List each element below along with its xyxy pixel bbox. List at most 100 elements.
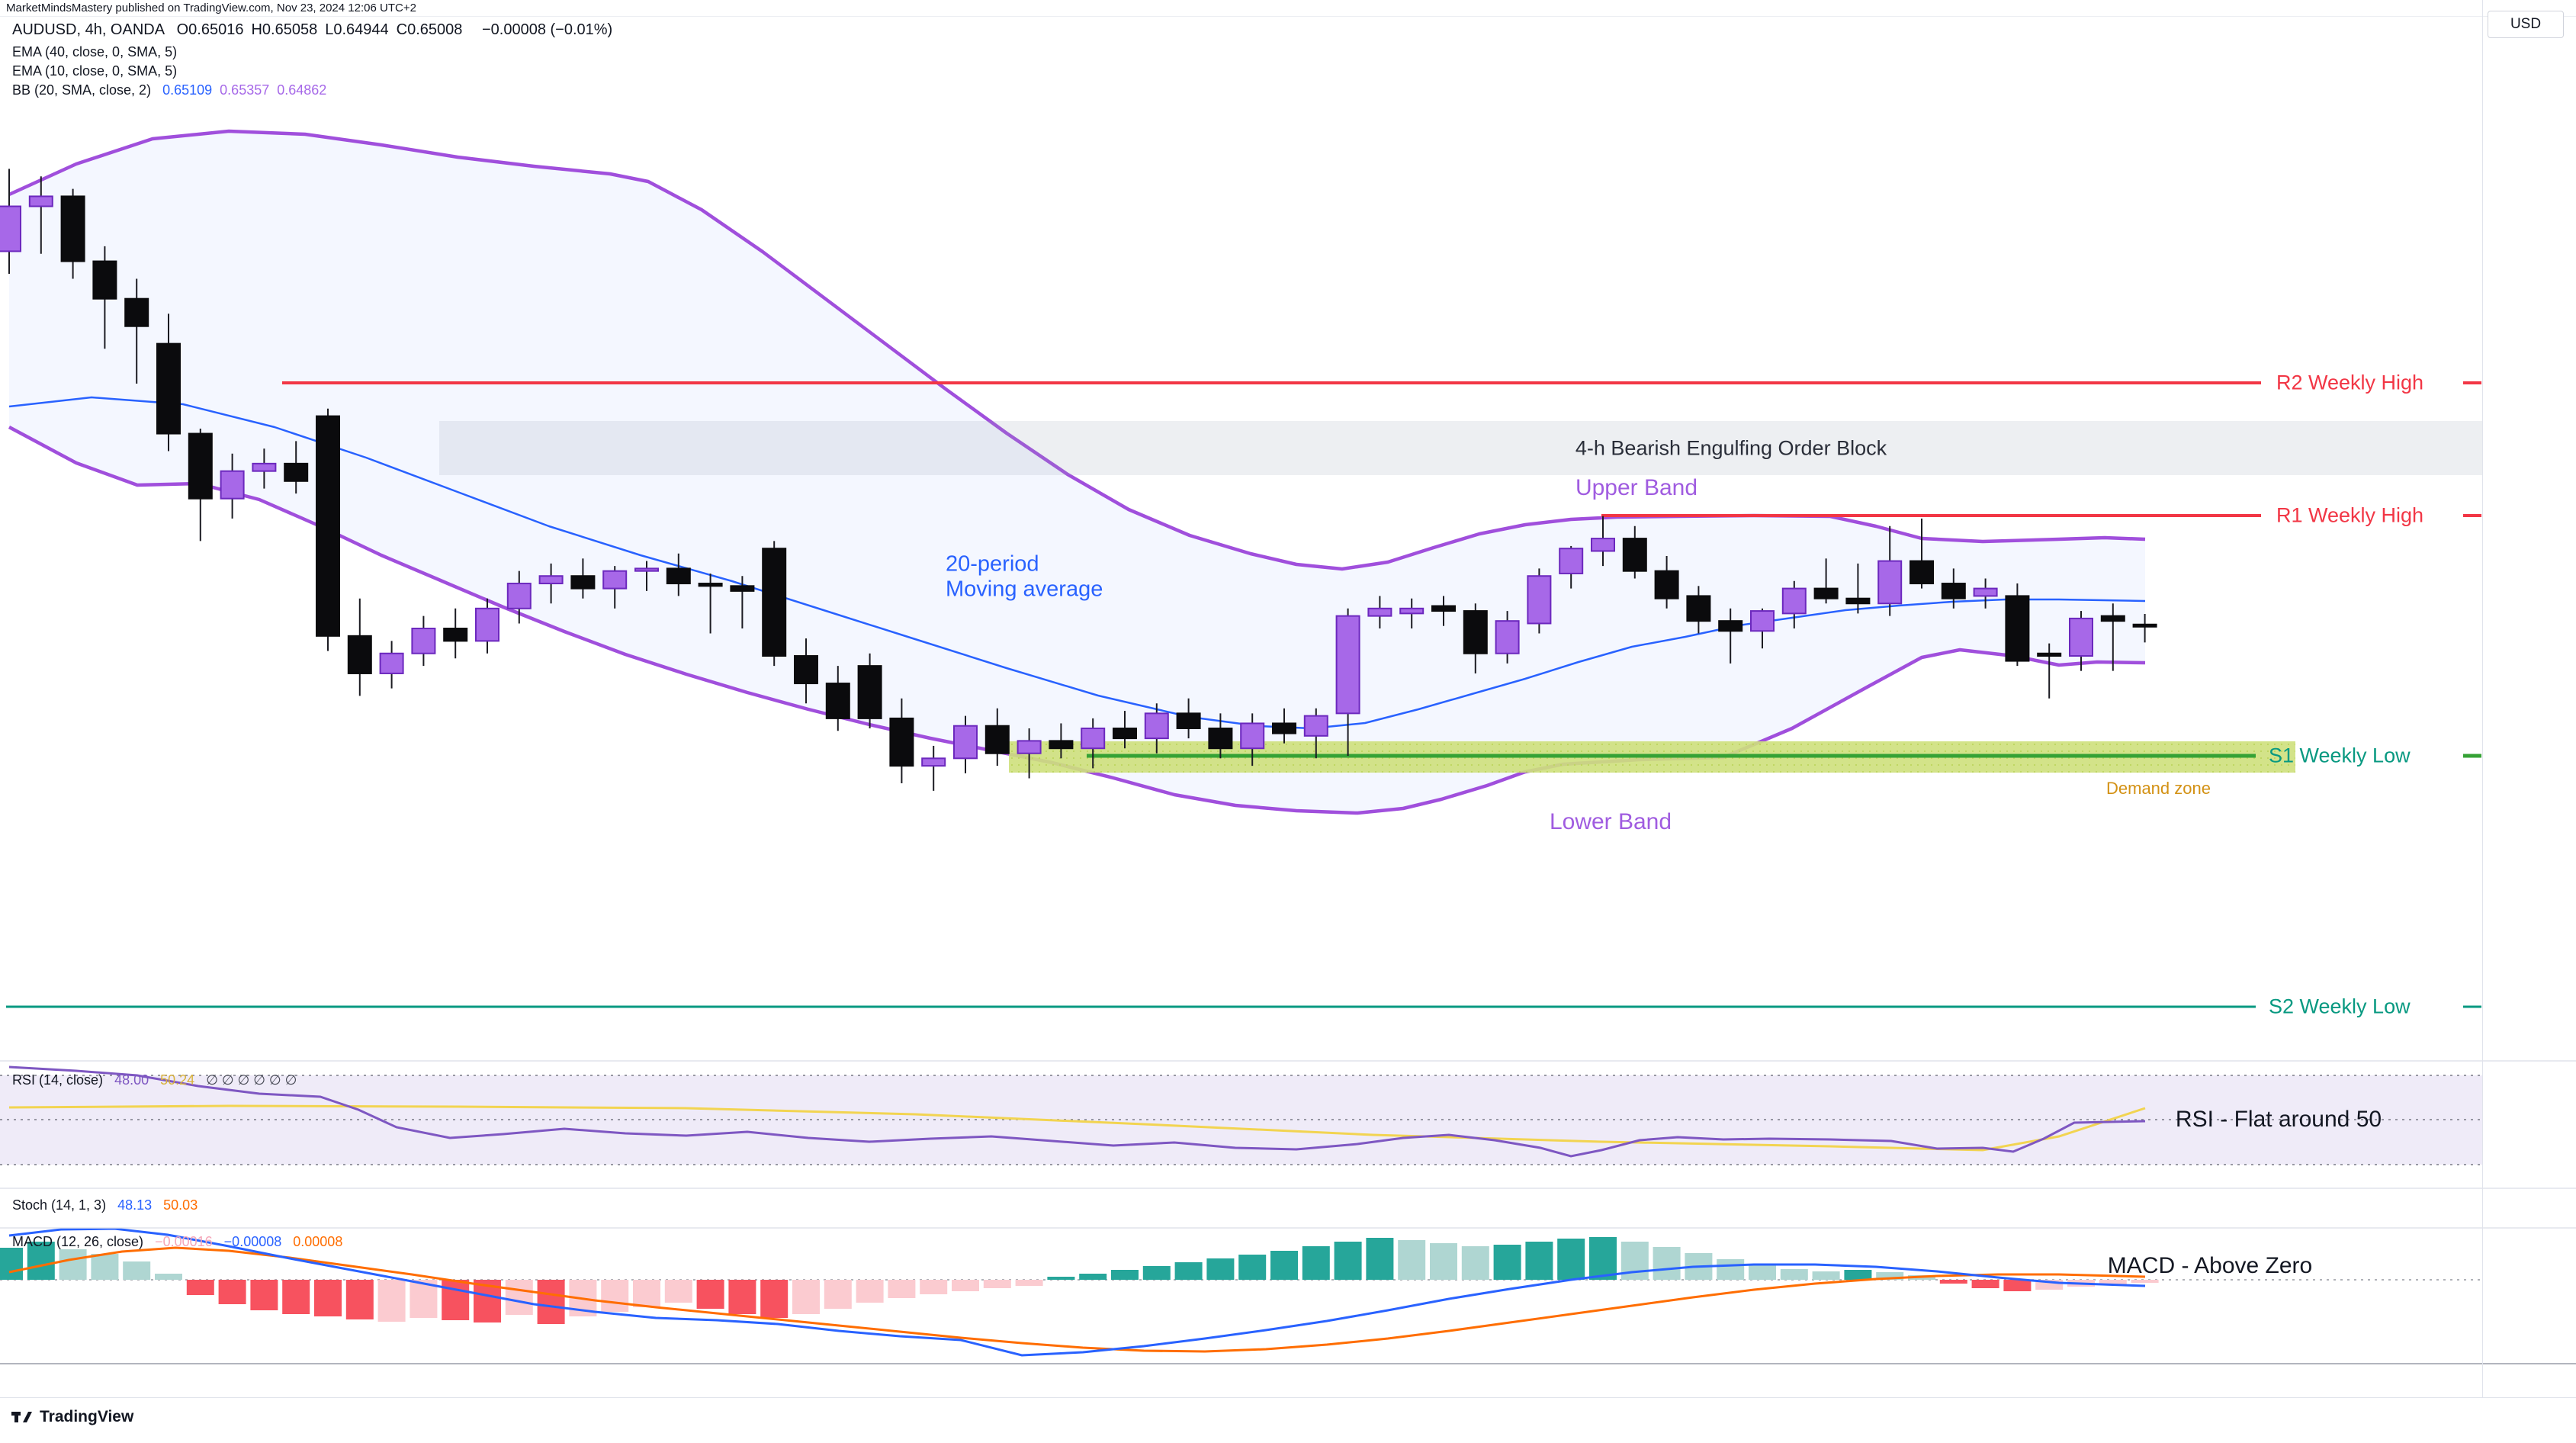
candles [0,169,2157,791]
macd-bar [1174,1262,1203,1280]
macd-bar [983,1280,1011,1288]
ohlc-H: H0.65058 [251,21,318,38]
currency-button[interactable]: USD [2488,11,2564,38]
macd-bar [1270,1251,1298,1280]
macd-bar [2131,1280,2159,1283]
candle-body [2069,617,2093,657]
tradingview-logo[interactable]: TradingView [11,1408,133,1426]
candle-body [1622,538,1647,572]
stoch-legend[interactable]: Stoch (14, 1, 3) 48.13 50.03 [12,1197,205,1213]
price-axis[interactable]: 0.672000.670000.668000.666000.664000.662… [2483,0,2576,1397]
candle-body [825,683,850,719]
macd-bar [1302,1246,1330,1280]
candle-body [1559,548,1584,574]
macd-bar [1939,1280,1967,1284]
published-text: MarketMindsMastery published on TradingV… [6,2,416,14]
rsi-ma-line [8,1104,2146,1152]
candle-body [1335,615,1360,715]
ema10-legend[interactable]: EMA (10, close, 0, SMA, 5) [12,63,185,79]
macd-bar [27,1242,55,1280]
stoch-label: Stoch (14, 1, 3) [12,1197,107,1213]
bb-value-0: 0.65109 [162,82,213,98]
macd-bar [1142,1266,1171,1280]
candle-body [220,470,245,500]
macd-bar [1749,1265,1776,1280]
candle-body [2100,615,2125,622]
bb-legend[interactable]: BB (20, SMA, close, 2) 0.65109 0.65357 0.6… [12,82,342,98]
r2-label: R2 Weekly High [2276,371,2424,394]
time-axis[interactable]: 8111213141518192021222526 [0,1364,2482,1397]
candle-body [1272,722,1296,734]
candle-body [0,205,21,252]
tradingview-wordmark: TradingView [40,1408,134,1425]
candle-body [475,607,499,642]
macd-bar [633,1280,660,1307]
macd-bar [1653,1247,1681,1280]
ema10-label: EMA (10, close, 0, SMA, 5) [12,63,178,79]
macd-histogram [0,1237,2159,1324]
candle-body [1208,728,1233,750]
candle-body [730,585,755,592]
macd-legend[interactable]: MACD (12, 26, close) −0.00016 −0.00008 0… [12,1234,350,1250]
macd-label: MACD (12, 26, close) [12,1234,144,1249]
macd-bar [1971,1280,1999,1288]
change-value: −0.00008 (−0.01%) [481,21,613,38]
candle-body [570,575,596,590]
macd-value: −0.00008 [223,1234,282,1249]
candle-body [1750,610,1775,632]
candle-body [2005,595,2030,662]
candle-body [156,342,181,435]
stoch-d-value: 50.03 [163,1197,198,1213]
candle-body [60,195,85,262]
macd-bar [123,1261,151,1280]
r1-label: R1 Weekly High [2276,503,2424,527]
candle-body [411,628,436,654]
candle-body [538,575,564,585]
macd-bar [59,1249,87,1280]
rsi-legend[interactable]: RSI (14, close) 48.00 50.24 ∅ ∅ ∅ ∅ ∅ ∅ [12,1072,304,1088]
candle-body [602,570,628,590]
rsi-hidden-values: ∅ ∅ ∅ ∅ ∅ ∅ [206,1072,297,1088]
candle-body [316,415,340,637]
macd-bar [442,1280,470,1320]
candle-body [188,432,213,500]
macd-bar [186,1280,214,1295]
candle-body [1367,607,1392,617]
candle-body [347,635,372,674]
candle-body [1910,560,1934,585]
macd-bar [601,1280,629,1312]
ohlc-O: O0.65016 [176,21,244,38]
candle-body [1081,728,1106,750]
macd-bar [1206,1258,1235,1280]
candle-body [1463,610,1488,654]
rsi-line [8,1065,2146,1158]
rsi-value: 48.00 [114,1072,149,1088]
lower-band-label: Lower Band [1549,809,1672,834]
macd-bar [218,1280,246,1304]
macd-bar [1844,1270,1872,1280]
rsi-label: RSI (14, close) [12,1072,104,1088]
bb-values: 0.65109 0.65357 0.64862 [162,82,334,98]
candle-body [762,548,787,657]
macd-bar [952,1280,979,1291]
candle-body [1877,560,1903,605]
ema40-legend[interactable]: EMA (40, close, 0, SMA, 5) [12,44,185,60]
macd-bar [505,1280,533,1315]
macd-bar [1525,1242,1553,1280]
candle-body [1654,570,1679,599]
macd-bar [760,1280,789,1318]
ohlc-C: C0.65008 [396,21,463,38]
candle-body [666,567,691,585]
symbol-legend[interactable]: AUDUSD, 4h, OANDA O0.65016 H0.65058 L0.649… [12,21,620,39]
candle-body [1973,587,1998,597]
macd-bar [664,1280,692,1303]
candle-body [1781,587,1807,615]
macd-bar [1366,1238,1394,1280]
macd-signal-line [8,1246,2146,1353]
candle-body [921,757,946,767]
rsi-note: RSI - Flat around 50 [2175,1107,2382,1132]
macd-bar [377,1280,406,1322]
macd-bar [824,1280,852,1309]
